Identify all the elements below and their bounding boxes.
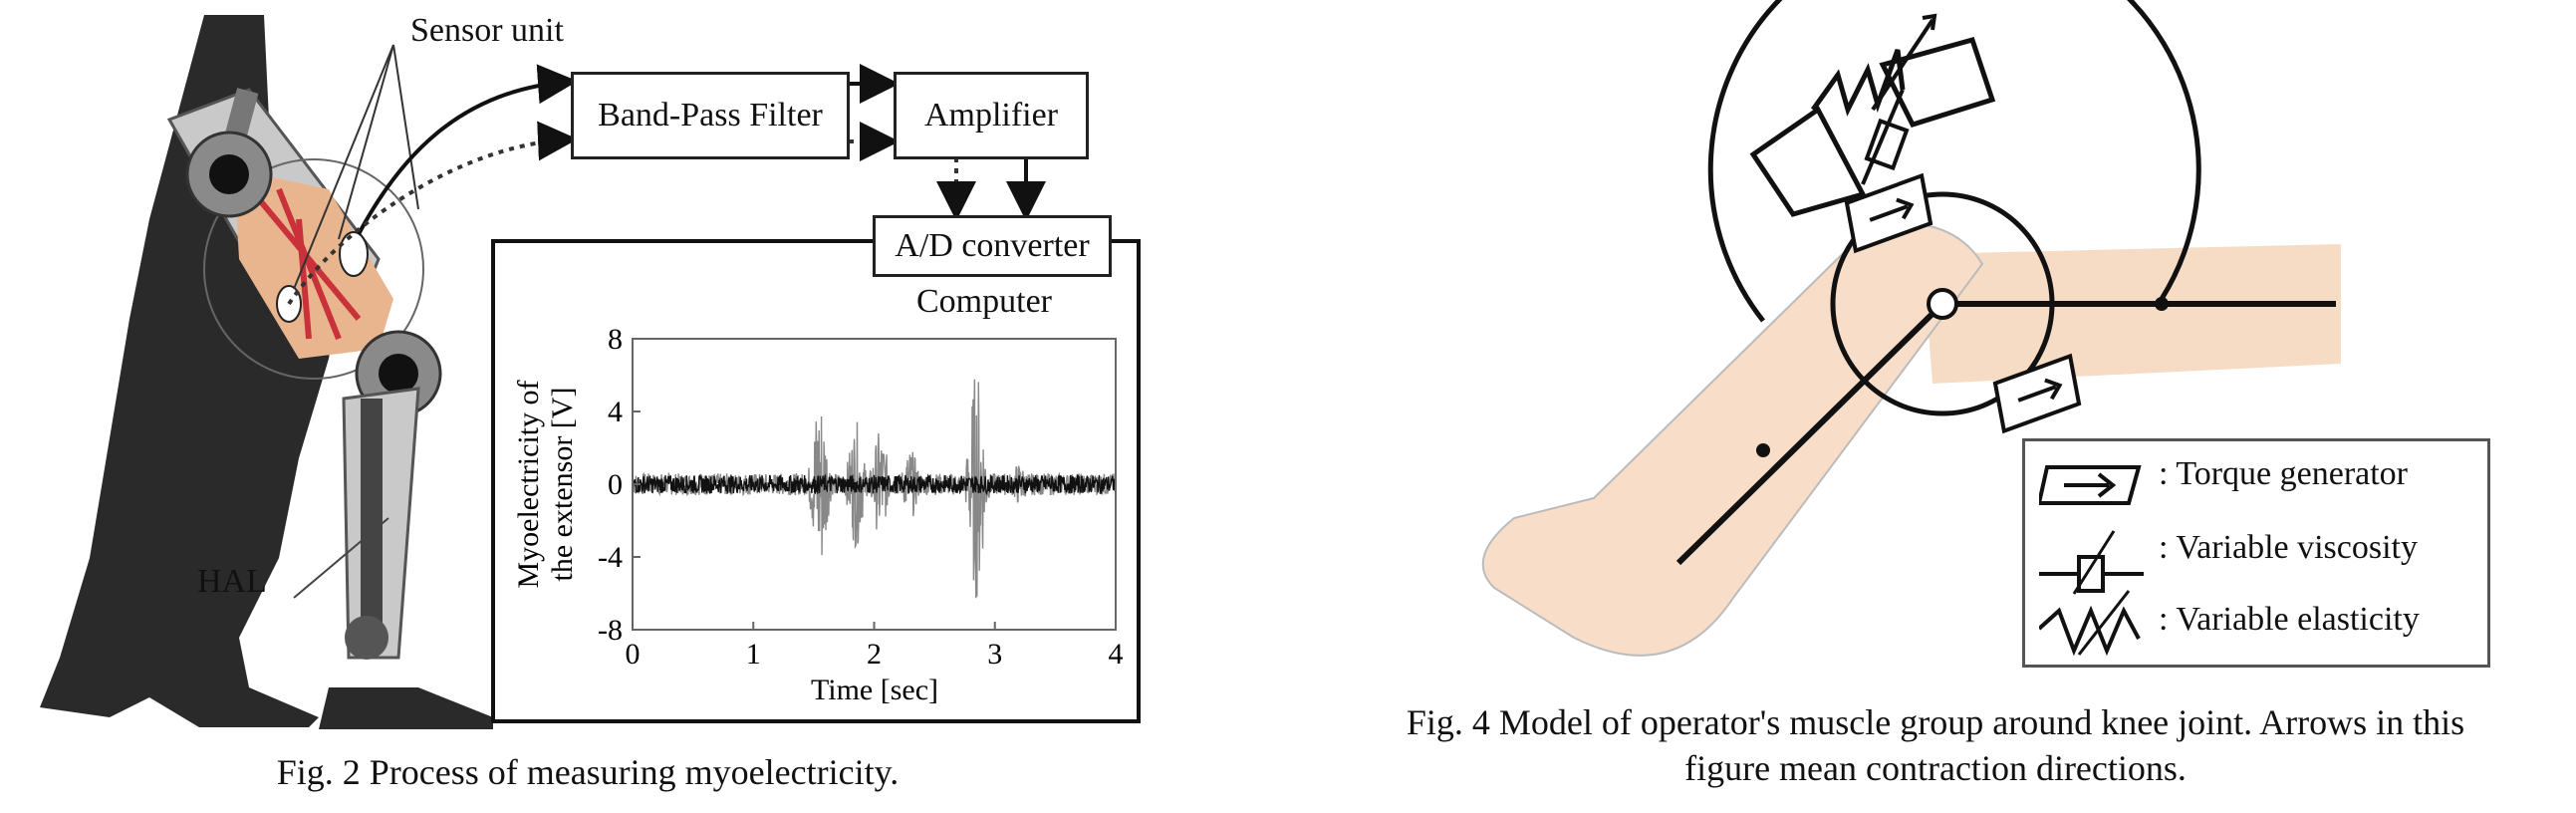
hal-foot [319,687,493,729]
x-tick-label: 1 [746,638,761,671]
elasticity-block [1749,106,1867,217]
x-tick-label: 4 [1109,638,1124,671]
legend-box: : Torque generator : Variable viscosity … [2022,438,2490,668]
x-axis-label: Time [sec] [811,674,938,706]
amplifier-label: Amplifier [923,97,1059,134]
variable-elasticity-icon [2039,590,2141,657]
variable-elasticity-symbol [1810,49,1906,117]
y-tick-label: -8 [598,614,623,647]
knee-pivot [1927,288,1958,320]
series-line-baseline [632,473,1117,496]
knee-model [1481,0,2341,657]
thigh-shape [1923,244,2341,384]
ankle-joint [345,616,388,660]
tibia-line [1675,301,1945,566]
hal-label: HAL [197,563,267,600]
torque-generator-upper [1844,172,1933,254]
figure-2: Sensor unit HAL Band-Pass Filter Amplifi… [0,0,1175,813]
signal-wires [287,64,1046,306]
x-tick-label: 2 [867,638,882,671]
torque-generator-lower [1992,353,2082,434]
x-tick-label: 0 [626,638,641,671]
fig4-caption-line1: Fig. 4 Model of operator's muscle group … [1406,702,2465,742]
plot-frame [632,338,1117,631]
ad-converter-box: A/D converter [873,215,1112,277]
x-tick-label: 3 [987,638,1002,671]
y-axis-label: the extensor [V] [546,388,579,582]
y-tick-label: -4 [598,541,623,574]
band-pass-filter-label: Band-Pass Filter [598,97,823,134]
legend-elasticity: : Variable elasticity [2159,601,2420,638]
legend-torque: : Torque generator [2159,455,2409,492]
ad-converter-label: A/D converter [895,227,1090,264]
sensor-unit-label: Sensor unit [410,12,564,49]
fig2-caption: Fig. 2 Process of measuring myoelectrici… [276,752,900,792]
band-pass-filter-box: Band-Pass Filter [571,72,850,159]
legend-viscosity: : Variable viscosity [2159,529,2418,566]
emg-chart: 0 1 2 3 4 8 4 0 -4 -8 Myoelectricity of the exten… [512,323,1124,706]
y-tick-label: 8 [608,323,623,356]
fig4-caption-line2: figure mean contraction directions. [1684,748,2187,788]
torque-generator-icon [2039,465,2142,505]
outer-arc [1707,0,2201,323]
upper-block [1879,36,1996,129]
shank-shape [1481,221,1984,657]
sensor-unit-circle [203,158,424,380]
computer-label: Computer [916,283,1052,320]
y-tick-label: 4 [608,396,623,428]
computer-panel [491,239,1141,723]
y-axis-label: Myoelectricity of [512,380,545,588]
variable-viscosity-icon [2039,530,2144,595]
y-tick-label: 0 [608,468,623,501]
figure-4: : Torque generator : Variable viscosity … [1295,0,2576,813]
leg-illustration [40,15,493,729]
sensor-electrode [339,231,369,277]
amplifier-box: Amplifier [894,72,1089,159]
